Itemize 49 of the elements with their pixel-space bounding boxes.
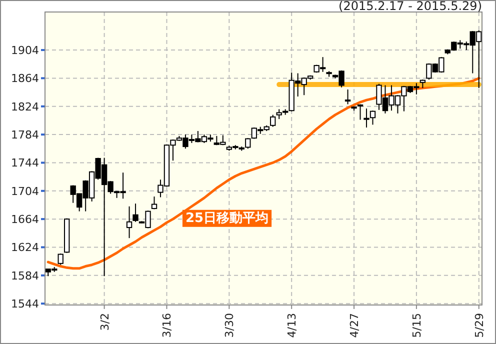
- xtick-label: 4/27: [348, 313, 362, 338]
- ytick-label: 1624: [11, 241, 39, 254]
- ytick-label: 1584: [11, 269, 39, 282]
- candlestick: [276, 108, 282, 120]
- candlestick: [388, 84, 394, 112]
- xtick-label: 5/15: [410, 313, 424, 338]
- xtick-label: 5/29: [472, 313, 486, 338]
- ytick-label: 1744: [11, 156, 39, 170]
- candlestick: [82, 180, 88, 212]
- candlestick: [170, 138, 176, 162]
- candlestick: [158, 179, 164, 198]
- candlestick: [182, 134, 188, 150]
- xtick-label: 4/13: [286, 313, 299, 338]
- candlestick: [132, 203, 138, 222]
- candlestick: [76, 193, 82, 212]
- ytick-label: 1864: [11, 72, 39, 86]
- candlestick: [195, 130, 201, 143]
- ytick-label: 1544: [11, 298, 39, 311]
- candlestick: [108, 180, 114, 194]
- candlestick: [370, 110, 376, 126]
- candlestick: [364, 108, 370, 128]
- ytick-label: 1664: [11, 213, 39, 226]
- candlestick: [126, 206, 132, 239]
- candlestick: [376, 83, 382, 110]
- candlestick: [294, 72, 301, 98]
- candlestick: [70, 184, 76, 204]
- candlestick: [401, 85, 407, 112]
- candlestick: [470, 30, 476, 74]
- candlestick: [357, 104, 364, 120]
- candlestick: [394, 94, 401, 114]
- subtitle: (2015.2.17 - 2015.5.29): [338, 0, 482, 13]
- xtick-label: 3/30: [223, 313, 236, 338]
- candlestick: [344, 88, 351, 105]
- ytick-label: 1824: [11, 100, 39, 114]
- xtick-label: 3/16: [160, 313, 174, 338]
- candlestick: [151, 196, 158, 210]
- candlestick: [320, 56, 326, 72]
- candlestick: [301, 77, 307, 96]
- candlestick: [338, 70, 344, 88]
- candlestick: [476, 30, 482, 89]
- candlestick: [120, 172, 126, 200]
- candlestick: [270, 114, 276, 128]
- series-label: 25日移動平均: [185, 210, 269, 226]
- ytick-label: 1784: [11, 128, 39, 142]
- candlestick: [382, 84, 388, 114]
- ytick-label: 1904: [11, 44, 39, 58]
- ytick-label: 1704: [11, 184, 39, 198]
- xtick-label: 3/2: [98, 313, 112, 331]
- candlestick: [414, 82, 420, 95]
